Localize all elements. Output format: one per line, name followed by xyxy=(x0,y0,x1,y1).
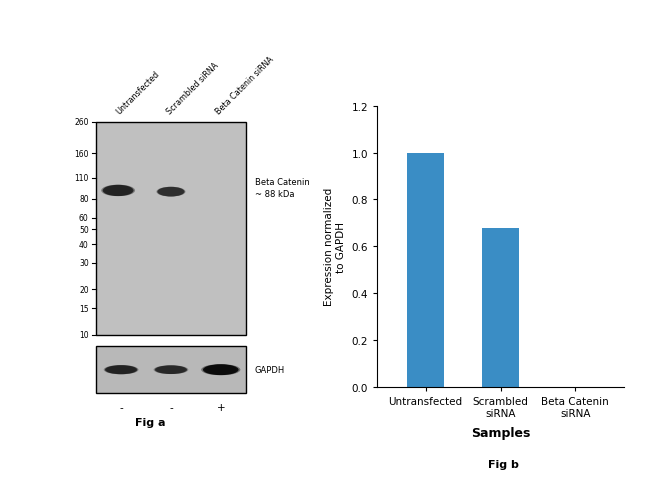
Text: Beta Catenin
~ 88 kDa: Beta Catenin ~ 88 kDa xyxy=(255,178,309,198)
Ellipse shape xyxy=(157,187,184,197)
Text: 15: 15 xyxy=(79,304,88,313)
Text: Fig a: Fig a xyxy=(135,418,165,427)
Ellipse shape xyxy=(203,364,239,376)
Text: 80: 80 xyxy=(79,195,88,204)
Y-axis label: Expression normalized
to GAPDH: Expression normalized to GAPDH xyxy=(324,188,346,306)
Ellipse shape xyxy=(104,185,135,197)
Text: 40: 40 xyxy=(79,240,88,249)
Text: 10: 10 xyxy=(79,331,88,340)
X-axis label: Samples: Samples xyxy=(471,426,530,439)
Ellipse shape xyxy=(157,187,185,197)
Ellipse shape xyxy=(104,365,136,375)
Text: Fig b: Fig b xyxy=(488,459,519,469)
Text: Untransfected: Untransfected xyxy=(115,70,162,116)
Ellipse shape xyxy=(155,365,187,374)
Ellipse shape xyxy=(205,364,240,376)
Text: 50: 50 xyxy=(79,226,88,234)
Text: 60: 60 xyxy=(79,213,88,223)
Text: 20: 20 xyxy=(79,286,88,294)
Text: 110: 110 xyxy=(74,174,88,183)
FancyBboxPatch shape xyxy=(96,347,246,393)
Ellipse shape xyxy=(105,365,137,375)
Ellipse shape xyxy=(156,365,188,374)
Text: 260: 260 xyxy=(74,118,88,127)
FancyBboxPatch shape xyxy=(96,122,246,335)
Text: -: - xyxy=(169,403,173,412)
Bar xyxy=(482,228,519,387)
Ellipse shape xyxy=(158,187,185,197)
Text: Scrambled siRNA: Scrambled siRNA xyxy=(164,61,220,116)
Text: GAPDH: GAPDH xyxy=(255,365,285,375)
Ellipse shape xyxy=(103,185,134,197)
Text: 30: 30 xyxy=(79,259,88,268)
Ellipse shape xyxy=(153,365,186,374)
Ellipse shape xyxy=(101,185,132,197)
Text: +: + xyxy=(216,403,225,412)
Text: Beta Catenin siRNA: Beta Catenin siRNA xyxy=(214,55,276,116)
Ellipse shape xyxy=(106,365,138,375)
Bar xyxy=(407,153,445,387)
Text: 160: 160 xyxy=(74,150,88,158)
Ellipse shape xyxy=(201,364,237,376)
Text: -: - xyxy=(119,403,123,412)
